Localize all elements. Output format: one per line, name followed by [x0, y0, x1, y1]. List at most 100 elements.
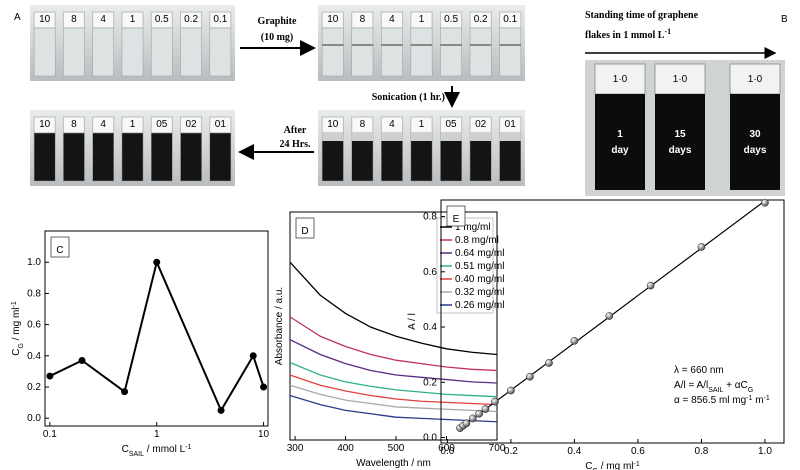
- y-tick-label: 0.4: [27, 351, 41, 362]
- annotation: + αC: [723, 380, 747, 391]
- step-label: Sonication (1 hr.): [372, 92, 445, 103]
- vial: [121, 27, 144, 77]
- vial-cap: [654, 63, 706, 95]
- vial: [595, 94, 645, 190]
- vial: [180, 27, 202, 77]
- panel-letter-box: [446, 205, 466, 227]
- vial: [33, 132, 56, 182]
- foam: [381, 133, 403, 141]
- y-tick-label: 0.2: [423, 377, 437, 388]
- x-axis-label: G: [592, 468, 597, 470]
- vial: [410, 27, 433, 77]
- annotation: α = 856.5 ml mg-1 m-1: [674, 395, 770, 407]
- y-axis-label: G: [18, 343, 25, 348]
- line: [49, 259, 265, 413]
- vial: [121, 132, 144, 182]
- panel-letter: A: [14, 12, 21, 23]
- x-axis-label: / mg ml: [598, 461, 634, 470]
- x-tick-label: 1: [154, 429, 160, 440]
- vial-label: 8: [360, 14, 366, 25]
- vial-time: 15: [674, 129, 686, 140]
- x-tick-label: 0.6: [631, 446, 645, 457]
- vial-label: 1: [419, 119, 425, 130]
- vial-label: 4: [389, 14, 395, 25]
- vial-cap: [729, 63, 781, 95]
- legend-label: 0.32 mg/ml: [455, 287, 504, 298]
- vial-time: 30: [749, 129, 761, 140]
- x-tick-label: 0.8: [694, 446, 708, 457]
- vial-cap: [594, 63, 646, 95]
- x-tick-label: 500: [388, 443, 405, 454]
- panel-letter-box: [295, 217, 315, 239]
- vial-label: 02: [475, 119, 487, 130]
- vial-label: 4: [389, 119, 395, 130]
- vial-label: 01: [505, 119, 517, 130]
- y-tick-label: 1.0: [27, 257, 41, 268]
- point: [526, 372, 534, 381]
- y-axis-label: Absorbance / a.u.: [274, 287, 285, 365]
- foam: [499, 133, 521, 141]
- point: [462, 419, 471, 428]
- y-tick-label: 0.6: [423, 267, 437, 278]
- point: [217, 406, 225, 414]
- point: [481, 405, 490, 413]
- x-axis-label: C: [122, 444, 129, 455]
- point: [121, 388, 129, 396]
- panel-letter-box: [50, 236, 70, 258]
- vial-time: day: [611, 145, 629, 156]
- x-axis-label: CG / mg ml-1: [585, 461, 640, 470]
- vial-label: 01: [215, 119, 227, 130]
- point: [78, 356, 86, 364]
- annotation: -1: [746, 395, 752, 402]
- point: [761, 198, 769, 207]
- vial: [655, 94, 705, 190]
- line: [289, 316, 498, 372]
- vial-label: 8: [71, 119, 77, 130]
- x-axis-label: -1: [185, 444, 191, 451]
- y-tick-label: 0.0: [423, 432, 437, 443]
- vial-label: 05: [156, 119, 168, 130]
- line: [289, 394, 498, 423]
- x-axis-label: Wavelength / nm: [356, 458, 431, 469]
- vial-label: 1·0: [673, 74, 688, 85]
- vial-label: 8: [71, 14, 77, 25]
- point: [570, 336, 579, 345]
- annotation: G: [748, 387, 753, 394]
- standing-title: Standing time of graphene: [585, 10, 699, 21]
- y-tick-label: 0.8: [423, 212, 437, 223]
- vial: [209, 132, 232, 182]
- line: [289, 261, 498, 356]
- x-tick-label: 300: [287, 443, 304, 454]
- vial-label: 4: [100, 14, 106, 25]
- vial-label: 10: [39, 119, 51, 130]
- vial-label: 4: [100, 119, 106, 130]
- vial-label: 05: [446, 119, 458, 130]
- line: [289, 374, 498, 406]
- vial-label: 0.5: [444, 14, 458, 25]
- vial: [150, 27, 173, 77]
- vial-label: 0.1: [503, 14, 517, 25]
- vial-time: 1: [617, 129, 623, 140]
- vial-label: 10: [327, 119, 339, 130]
- x-axis-label: C: [585, 461, 592, 470]
- step-label: After: [284, 125, 307, 136]
- annotation: m: [752, 395, 763, 406]
- vial-label: 1: [130, 14, 136, 25]
- point: [507, 386, 515, 395]
- vial: [92, 27, 115, 77]
- vial: [150, 132, 173, 182]
- point: [545, 359, 553, 367]
- legend-label: 0.64 mg/ml: [455, 248, 504, 259]
- vial-label: 8: [360, 119, 366, 130]
- point: [491, 397, 499, 406]
- standing-title: flakes in 1 mmol L-1: [585, 27, 671, 42]
- foam: [440, 133, 462, 141]
- plot-frame: [440, 199, 785, 444]
- y-axis-label: Absorbance / a.u.: [274, 287, 285, 365]
- step-label: (10 mg): [261, 32, 294, 43]
- vial: [730, 94, 780, 190]
- legend-label: 0.51 mg/ml: [455, 261, 504, 272]
- vial-label: 1: [419, 14, 425, 25]
- vial-label: 0.5: [155, 14, 169, 25]
